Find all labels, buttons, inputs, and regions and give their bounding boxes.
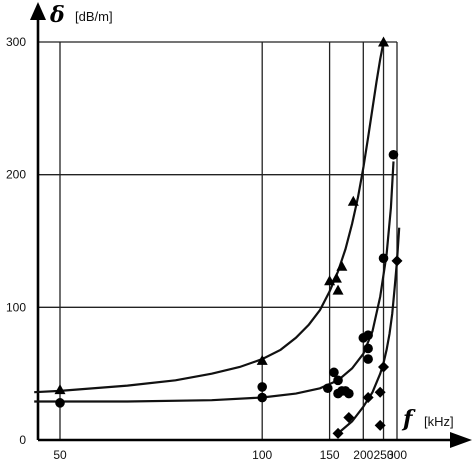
- diamond-marker: [343, 411, 355, 423]
- circle-marker: [257, 382, 268, 392]
- circle-marker: [363, 343, 373, 354]
- x-tick-label: 150: [320, 448, 340, 461]
- axes: [30, 2, 472, 448]
- circle-marker: [322, 383, 333, 394]
- circle-marker: [333, 375, 343, 386]
- y-tick-label: 300: [6, 35, 26, 49]
- circle-marker: [257, 392, 268, 403]
- circle-marker: [329, 367, 339, 378]
- data-points: [54, 36, 403, 439]
- y-axis-symbol: δ: [49, 2, 65, 28]
- diamond-marker: [332, 427, 344, 439]
- diamond-marker: [391, 255, 403, 267]
- x-tick-label: 200: [353, 448, 373, 461]
- grid-lines: [38, 41, 398, 440]
- fitted-curves: [34, 41, 401, 435]
- circle-marker: [344, 388, 354, 399]
- triangle-marker: [330, 272, 342, 283]
- triangle-marker: [256, 354, 268, 365]
- x-tick-label: 100: [252, 448, 272, 461]
- x-tick-label: 300: [387, 448, 407, 461]
- y-axis-unit: [dB/m]: [75, 9, 113, 24]
- triangle-marker: [324, 275, 336, 286]
- y-tick-label: 200: [6, 168, 26, 182]
- triangle-series-curve: [34, 41, 385, 394]
- y-axis-arrow: [30, 2, 46, 20]
- triangle-marker: [332, 284, 344, 295]
- triangle-marker: [378, 36, 390, 47]
- diamond-marker: [362, 392, 374, 404]
- circle-marker: [388, 149, 399, 160]
- x-axis-arrow: [450, 432, 472, 448]
- diamond-marker: [374, 386, 386, 398]
- x-axis-unit: [kHz]: [424, 414, 454, 429]
- diamond-marker: [374, 419, 386, 431]
- y-tick-label: 100: [6, 300, 26, 314]
- circle-marker: [363, 354, 373, 364]
- triangle-marker: [54, 384, 66, 395]
- diamond-series-curve: [337, 227, 401, 435]
- circle-marker: [378, 253, 389, 264]
- triangle-marker: [347, 195, 359, 206]
- x-tick-label: 50: [53, 448, 67, 461]
- circle-marker: [55, 398, 65, 408]
- x-axis-symbol: f: [401, 406, 416, 432]
- diamond-marker: [378, 361, 390, 373]
- y-tick-label: 0: [19, 433, 26, 447]
- x-tick-label: 250: [374, 448, 394, 461]
- triangle-marker: [336, 260, 348, 271]
- circle-marker: [363, 330, 373, 340]
